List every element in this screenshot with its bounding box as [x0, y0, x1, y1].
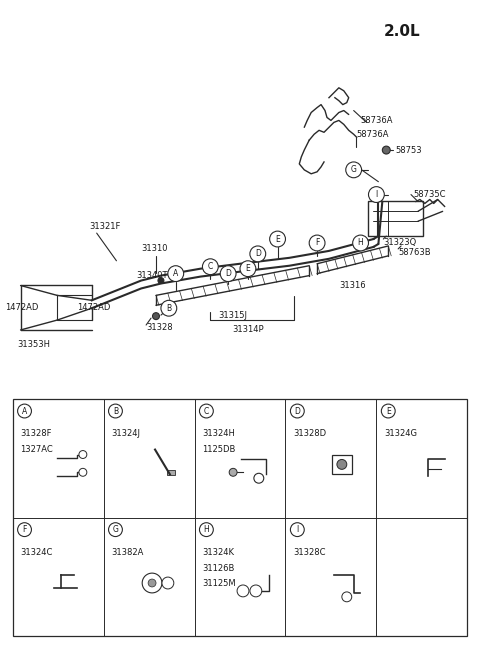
- Text: 31125M: 31125M: [203, 580, 236, 588]
- Text: H: H: [358, 238, 363, 248]
- Circle shape: [270, 231, 286, 247]
- Text: A: A: [22, 407, 27, 415]
- Text: 31126B: 31126B: [203, 564, 235, 572]
- Circle shape: [369, 187, 384, 202]
- Text: E: E: [275, 234, 280, 244]
- Circle shape: [342, 592, 352, 602]
- Circle shape: [250, 246, 266, 262]
- Text: 58736A: 58736A: [360, 116, 393, 125]
- Text: E: E: [246, 264, 250, 273]
- Bar: [369, 202, 423, 236]
- Text: 31316: 31316: [339, 281, 365, 290]
- Text: F: F: [315, 238, 319, 248]
- Text: B: B: [166, 304, 171, 312]
- Text: C: C: [204, 407, 209, 415]
- Circle shape: [220, 266, 236, 282]
- Circle shape: [162, 577, 174, 589]
- Text: 58736A: 58736A: [357, 130, 389, 139]
- Circle shape: [158, 278, 164, 284]
- Text: 1472AD: 1472AD: [5, 303, 38, 312]
- Circle shape: [203, 259, 218, 274]
- Circle shape: [142, 573, 162, 593]
- Text: D: D: [225, 269, 231, 278]
- Circle shape: [200, 404, 213, 418]
- Circle shape: [353, 235, 369, 251]
- Bar: [167, 470, 175, 476]
- Text: 31314P: 31314P: [232, 326, 264, 335]
- Circle shape: [148, 579, 156, 587]
- Text: A: A: [173, 269, 179, 278]
- Circle shape: [290, 523, 304, 536]
- Text: E: E: [386, 407, 391, 415]
- Text: 31328F: 31328F: [21, 429, 52, 438]
- Text: 58735C: 58735C: [413, 190, 445, 199]
- Text: 31324C: 31324C: [21, 548, 53, 557]
- Circle shape: [290, 404, 304, 418]
- Text: I: I: [375, 190, 378, 199]
- Text: 31328: 31328: [146, 324, 173, 333]
- Text: F: F: [23, 525, 27, 534]
- Text: 31310: 31310: [141, 244, 168, 253]
- Circle shape: [240, 261, 256, 276]
- Circle shape: [346, 162, 361, 178]
- Circle shape: [79, 468, 87, 476]
- Circle shape: [18, 404, 32, 418]
- Text: 31324H: 31324H: [203, 429, 235, 438]
- Text: 31324J: 31324J: [111, 429, 141, 438]
- Circle shape: [309, 235, 325, 251]
- Circle shape: [200, 523, 213, 536]
- Circle shape: [161, 301, 177, 316]
- Text: 1125DB: 1125DB: [203, 445, 236, 454]
- Text: 31315J: 31315J: [218, 310, 247, 320]
- Text: 31328C: 31328C: [293, 548, 326, 557]
- Text: I: I: [296, 525, 299, 534]
- Text: 31328D: 31328D: [293, 429, 326, 438]
- Bar: [12, 399, 468, 637]
- Text: 31321F: 31321F: [90, 221, 121, 231]
- Text: 31353H: 31353H: [18, 341, 50, 349]
- Circle shape: [381, 404, 395, 418]
- Circle shape: [250, 585, 262, 597]
- Text: G: G: [112, 525, 119, 534]
- Text: 31324G: 31324G: [384, 429, 417, 438]
- Text: 31382A: 31382A: [111, 548, 144, 557]
- Text: 1472AD: 1472AD: [77, 303, 110, 312]
- Circle shape: [153, 312, 159, 320]
- Circle shape: [337, 459, 347, 470]
- Circle shape: [108, 523, 122, 536]
- Text: 1327AC: 1327AC: [21, 445, 53, 454]
- Text: D: D: [294, 407, 300, 415]
- Text: G: G: [351, 165, 357, 174]
- Text: D: D: [255, 250, 261, 258]
- Text: 31324K: 31324K: [203, 548, 234, 557]
- Circle shape: [237, 585, 249, 597]
- Text: 2.0L: 2.0L: [384, 24, 420, 39]
- Circle shape: [18, 523, 32, 536]
- Circle shape: [254, 474, 264, 483]
- Text: 31323Q: 31323Q: [384, 238, 417, 248]
- Circle shape: [168, 266, 184, 282]
- Bar: [332, 455, 352, 474]
- Text: C: C: [208, 262, 213, 271]
- Circle shape: [108, 404, 122, 418]
- Text: B: B: [113, 407, 118, 415]
- Text: 31340T: 31340T: [136, 271, 168, 280]
- Circle shape: [383, 146, 390, 154]
- Text: 58753: 58753: [395, 145, 422, 155]
- Circle shape: [229, 468, 237, 476]
- Text: H: H: [204, 525, 209, 534]
- Circle shape: [79, 451, 87, 458]
- Text: 58763B: 58763B: [398, 248, 431, 257]
